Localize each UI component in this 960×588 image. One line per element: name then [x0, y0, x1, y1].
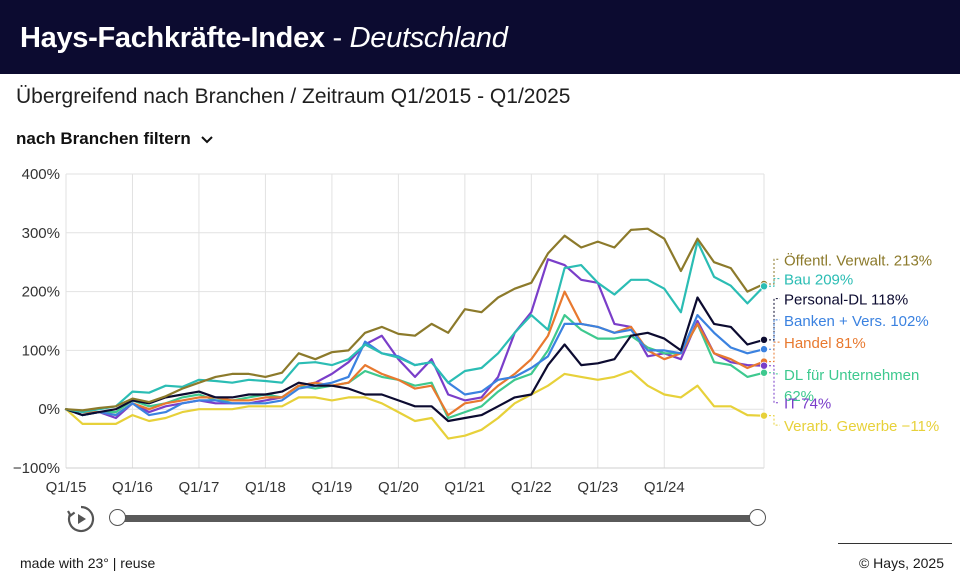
series-line	[64, 296, 766, 423]
time-range-slider[interactable]	[116, 515, 758, 522]
play-button[interactable]	[67, 505, 95, 533]
series-line	[64, 227, 766, 412]
series-label: Personal-DL 118%	[784, 292, 908, 309]
footer-rule	[838, 543, 952, 544]
range-end-handle[interactable]	[749, 509, 766, 526]
x-tick-label: Q1/24	[644, 479, 685, 496]
made-with-link[interactable]: made with 23°	[20, 555, 109, 571]
series-line	[64, 240, 766, 414]
series-end-point	[760, 361, 769, 370]
footer-credits: made with 23° | reuse	[20, 555, 155, 571]
y-tick-label: 100%	[22, 342, 60, 359]
y-tick-label: 200%	[22, 284, 60, 301]
play-icon	[67, 505, 95, 533]
y-tick-label: 0%	[38, 401, 60, 418]
y-tick-label: 300%	[22, 225, 60, 242]
x-tick-label: Q1/18	[245, 479, 286, 496]
series-label: Bau 209%	[784, 272, 853, 289]
x-tick-label: Q1/23	[577, 479, 618, 496]
chart-subtitle: Übergreifend nach Branchen / Zeitraum Q1…	[16, 85, 571, 108]
series-line	[64, 314, 766, 420]
copyright: © Hays, 2025	[858, 555, 944, 571]
page-title: Hays-Fachkräfte-Index - Deutschland	[20, 22, 508, 55]
label-connector	[769, 298, 780, 341]
series-label: Handel 81%	[784, 335, 866, 352]
x-tick-label: Q1/16	[112, 479, 153, 496]
series-end-point	[760, 345, 769, 354]
series-label: Banken + Vers. 102%	[784, 313, 929, 330]
x-tick-label: Q1/15	[46, 479, 87, 496]
title-region: Deutschland	[349, 22, 508, 54]
x-tick-label: Q1/21	[444, 479, 485, 496]
y-tick-label: −100%	[13, 460, 60, 477]
label-connector	[769, 365, 780, 404]
line-chart: −100% 0% 100% 200% 300% 400% Q1/15 Q1/16 Q1/17 Q1…	[13, 166, 939, 496]
header-bar: Hays-Fachkräfte-Index - Deutschland	[0, 0, 960, 74]
series-label: DL für Unternehmen	[784, 367, 919, 384]
title-main: Hays-Fachkräfte-Index	[20, 22, 325, 54]
label-connector	[769, 341, 780, 363]
series-end-point	[760, 335, 769, 344]
series-label: Öffentl. Verwalt. 213%	[784, 251, 932, 269]
range-start-handle[interactable]	[109, 509, 126, 526]
branch-filter-dropdown[interactable]: nach Branchen filtern	[16, 129, 214, 150]
label-connector	[769, 319, 780, 350]
label-connector	[769, 415, 780, 426]
series-label: Verarb. Gewerbe −11%	[784, 418, 939, 435]
chevron-down-icon	[200, 130, 214, 150]
y-tick-label: 400%	[22, 166, 60, 183]
title-separator: -	[324, 22, 350, 54]
series-end-point	[760, 411, 769, 420]
x-tick-label: Q1/20	[378, 479, 419, 496]
label-connector	[769, 258, 780, 285]
series-line	[64, 369, 766, 440]
x-tick-label: Q1/19	[311, 479, 352, 496]
series-end-point	[760, 282, 769, 291]
x-tick-label: Q1/17	[179, 479, 220, 496]
label-connector	[769, 278, 780, 287]
series-label: IT 74%	[784, 396, 831, 413]
series-end-point	[760, 368, 769, 377]
x-tick-label: Q1/22	[511, 479, 552, 496]
branch-filter-label: nach Branchen filtern	[16, 129, 191, 148]
footer-divider: |	[108, 555, 121, 571]
series-label: 62%	[784, 388, 814, 405]
reuse-link[interactable]: reuse	[120, 555, 156, 571]
